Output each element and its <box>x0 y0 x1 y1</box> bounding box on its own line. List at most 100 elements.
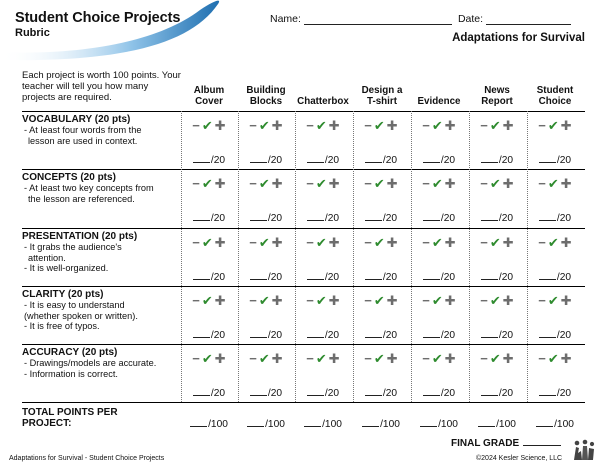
final-grade-field[interactable] <box>523 436 562 446</box>
checkmark-icon[interactable]: ✔ <box>373 175 385 191</box>
checkmark-icon[interactable]: ✔ <box>489 234 501 250</box>
score-blank[interactable] <box>249 211 267 221</box>
minus-icon[interactable]: − <box>422 292 430 308</box>
score-field[interactable]: /20 <box>295 270 351 283</box>
score-field[interactable]: /20 <box>238 328 294 341</box>
score-field[interactable]: /20 <box>181 386 237 399</box>
plus-icon[interactable]: ✚ <box>444 292 456 308</box>
plus-icon[interactable]: ✚ <box>271 292 283 308</box>
minus-icon[interactable]: − <box>480 234 488 250</box>
total-score-field[interactable]: /100 <box>238 417 294 430</box>
score-blank[interactable] <box>306 211 324 221</box>
minus-icon[interactable]: − <box>192 175 200 191</box>
total-score-field[interactable]: /100 <box>469 417 525 430</box>
score-field[interactable]: /20 <box>411 386 467 399</box>
score-field[interactable]: /20 <box>181 153 237 166</box>
checkmark-icon[interactable]: ✔ <box>315 292 327 308</box>
plus-icon[interactable]: ✚ <box>214 292 226 308</box>
checkmark-icon[interactable]: ✔ <box>373 117 385 133</box>
total-score-field[interactable]: /100 <box>411 417 467 430</box>
minus-icon[interactable]: − <box>480 117 488 133</box>
minus-icon[interactable]: − <box>249 234 257 250</box>
checkmark-icon[interactable]: ✔ <box>201 292 213 308</box>
minus-icon[interactable]: − <box>192 234 200 250</box>
score-field[interactable]: /20 <box>469 153 525 166</box>
score-field[interactable]: /20 <box>527 386 583 399</box>
minus-icon[interactable]: − <box>422 117 430 133</box>
minus-icon[interactable]: − <box>306 350 314 366</box>
minus-icon[interactable]: − <box>480 175 488 191</box>
minus-icon[interactable]: − <box>249 292 257 308</box>
checkmark-icon[interactable]: ✔ <box>489 292 501 308</box>
plus-icon[interactable]: ✚ <box>502 292 514 308</box>
score-field[interactable]: /20 <box>238 270 294 283</box>
minus-icon[interactable]: − <box>538 234 546 250</box>
checkmark-icon[interactable]: ✔ <box>373 350 385 366</box>
minus-icon[interactable]: − <box>306 234 314 250</box>
plus-icon[interactable]: ✚ <box>386 175 398 191</box>
score-blank[interactable] <box>538 386 556 396</box>
checkmark-icon[interactable]: ✔ <box>431 117 443 133</box>
score-field[interactable]: /20 <box>527 211 583 224</box>
checkmark-icon[interactable]: ✔ <box>258 117 270 133</box>
score-field[interactable]: /20 <box>411 211 467 224</box>
score-field[interactable]: /20 <box>353 211 409 224</box>
total-score-blank[interactable] <box>190 417 208 427</box>
score-blank[interactable] <box>480 153 498 163</box>
score-field[interactable]: /20 <box>527 328 583 341</box>
checkmark-icon[interactable]: ✔ <box>431 292 443 308</box>
score-blank[interactable] <box>306 153 324 163</box>
score-field[interactable]: /20 <box>469 386 525 399</box>
checkmark-icon[interactable]: ✔ <box>431 175 443 191</box>
checkmark-icon[interactable]: ✔ <box>373 234 385 250</box>
plus-icon[interactable]: ✚ <box>328 175 340 191</box>
score-blank[interactable] <box>249 153 267 163</box>
score-field[interactable]: /20 <box>295 386 351 399</box>
checkmark-icon[interactable]: ✔ <box>315 175 327 191</box>
minus-icon[interactable]: − <box>480 350 488 366</box>
score-field[interactable]: /20 <box>469 328 525 341</box>
minus-icon[interactable]: − <box>538 292 546 308</box>
plus-icon[interactable]: ✚ <box>214 350 226 366</box>
checkmark-icon[interactable]: ✔ <box>201 350 213 366</box>
minus-icon[interactable]: − <box>364 234 372 250</box>
plus-icon[interactable]: ✚ <box>328 350 340 366</box>
plus-icon[interactable]: ✚ <box>444 234 456 250</box>
score-blank[interactable] <box>192 153 210 163</box>
checkmark-icon[interactable]: ✔ <box>258 175 270 191</box>
plus-icon[interactable]: ✚ <box>560 234 572 250</box>
plus-icon[interactable]: ✚ <box>271 117 283 133</box>
minus-icon[interactable]: − <box>306 292 314 308</box>
checkmark-icon[interactable]: ✔ <box>547 234 559 250</box>
checkmark-icon[interactable]: ✔ <box>489 117 501 133</box>
score-blank[interactable] <box>306 270 324 280</box>
score-blank[interactable] <box>538 328 556 338</box>
plus-icon[interactable]: ✚ <box>560 117 572 133</box>
plus-icon[interactable]: ✚ <box>214 117 226 133</box>
plus-icon[interactable]: ✚ <box>386 350 398 366</box>
plus-icon[interactable]: ✚ <box>502 117 514 133</box>
score-field[interactable]: /20 <box>353 328 409 341</box>
checkmark-icon[interactable]: ✔ <box>315 234 327 250</box>
checkmark-icon[interactable]: ✔ <box>201 175 213 191</box>
plus-icon[interactable]: ✚ <box>214 175 226 191</box>
checkmark-icon[interactable]: ✔ <box>315 117 327 133</box>
score-field[interactable]: /20 <box>238 153 294 166</box>
score-field[interactable]: /20 <box>469 270 525 283</box>
total-score-blank[interactable] <box>362 417 380 427</box>
plus-icon[interactable]: ✚ <box>386 234 398 250</box>
checkmark-icon[interactable]: ✔ <box>258 234 270 250</box>
score-blank[interactable] <box>480 270 498 280</box>
checkmark-icon[interactable]: ✔ <box>489 350 501 366</box>
score-field[interactable]: /20 <box>181 328 237 341</box>
score-blank[interactable] <box>364 386 382 396</box>
score-blank[interactable] <box>249 386 267 396</box>
total-score-field[interactable]: /100 <box>181 417 237 430</box>
score-blank[interactable] <box>364 211 382 221</box>
plus-icon[interactable]: ✚ <box>271 350 283 366</box>
plus-icon[interactable]: ✚ <box>386 117 398 133</box>
score-field[interactable]: /20 <box>527 153 583 166</box>
total-score-blank[interactable] <box>420 417 438 427</box>
plus-icon[interactable]: ✚ <box>444 350 456 366</box>
minus-icon[interactable]: − <box>364 292 372 308</box>
